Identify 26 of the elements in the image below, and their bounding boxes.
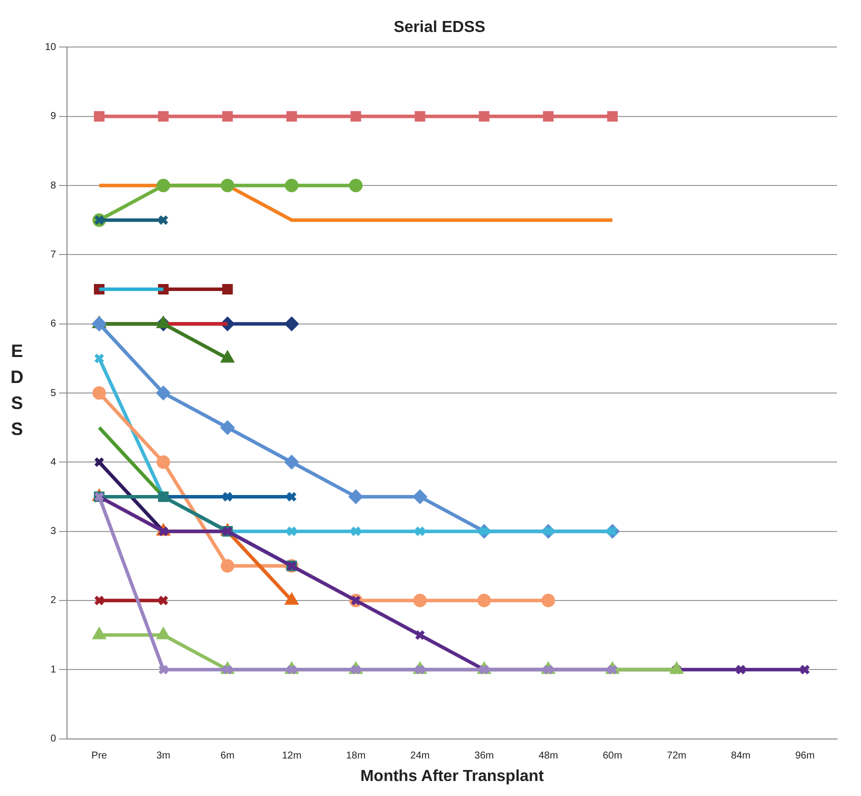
y-tick-label: 1 [50, 664, 57, 676]
x-tick-label: 12m [282, 750, 302, 762]
y-tick-label: 6 [50, 318, 57, 330]
y-tick-label: 9 [50, 111, 57, 122]
x-tick-label: 60m [602, 750, 622, 762]
x-tick-label: 3m [156, 750, 170, 762]
y-tick-label: 0 [50, 734, 57, 745]
y-axis-title: EDSS [10, 340, 24, 441]
y-tick-label: 10 [45, 42, 57, 53]
y-tick-label: 8 [50, 180, 57, 192]
x-tick-label: 72m [666, 750, 686, 762]
y-tick-label: 2 [50, 595, 57, 606]
x-tick-label: 18m [346, 750, 366, 762]
y-tick-label: 3 [50, 526, 57, 538]
y-tick-label: 5 [50, 388, 57, 399]
x-tick-label: 84m [731, 750, 750, 762]
y-tick-label: 7 [50, 249, 57, 260]
x-axis-title: Months After Transplant [360, 768, 544, 785]
chart-title: Serial EDSS [394, 19, 486, 36]
x-tick-label: 96m [795, 750, 815, 762]
x-tick-label: 48m [538, 750, 558, 762]
x-tick-label: 24m [410, 750, 430, 762]
x-tick-label: 6m [220, 750, 234, 762]
x-tick-label: Pre [91, 750, 108, 762]
x-tick-label: 36m [474, 750, 494, 762]
y-tick-label: 4 [50, 456, 57, 468]
